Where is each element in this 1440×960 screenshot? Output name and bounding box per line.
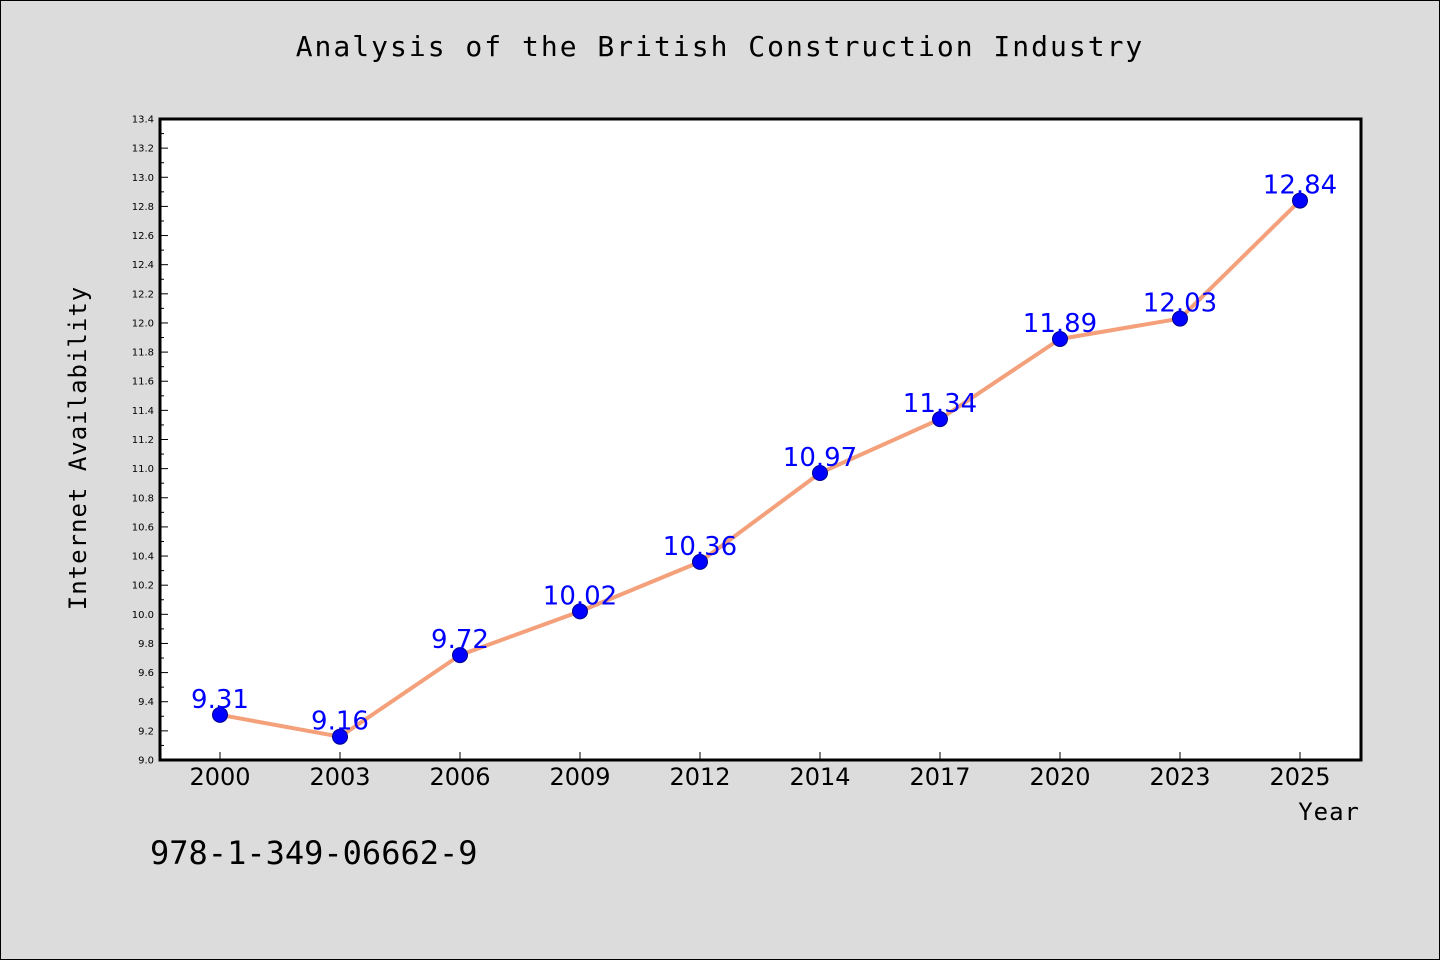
x-tick-label: 2020 xyxy=(1029,763,1090,791)
data-label: 11.89 xyxy=(1023,309,1097,339)
series-line xyxy=(219,199,1302,739)
data-label: 12.03 xyxy=(1143,289,1217,319)
y-tick-label: 10.2 xyxy=(132,581,154,592)
y-tick-label: 12.6 xyxy=(132,231,154,242)
data-point xyxy=(812,465,828,482)
y-tick-label: 10.4 xyxy=(132,552,154,563)
data-point xyxy=(452,647,468,664)
y-tick-label: 13.2 xyxy=(132,144,154,155)
y-tick-label: 9.4 xyxy=(138,697,154,708)
data-label: 11.34 xyxy=(903,389,977,419)
x-tick-label: 2023 xyxy=(1149,763,1210,791)
x-axis: 2000 2003 2006 2009 2012 2014 2017 2020 2023 2025 xyxy=(189,752,1331,791)
plot-area xyxy=(158,117,1363,762)
y-tick-label: 13.0 xyxy=(132,173,154,184)
x-tick-label: 2012 xyxy=(669,763,730,791)
y-tick-label: 11.2 xyxy=(132,435,154,446)
x-tick-label: 2006 xyxy=(429,763,490,791)
y-tick-label: 12.4 xyxy=(132,260,154,271)
y-tick-label: 10.6 xyxy=(132,522,154,533)
data-point xyxy=(932,411,948,428)
data-point xyxy=(1172,310,1188,327)
data-labels: 9.31 9.16 9.72 10.02 10.36 10.97 11.34 11.89 12.… xyxy=(191,171,1337,737)
y-tick-label: 12.2 xyxy=(132,289,154,300)
y-axis: 9.0 9.2 9.4 9.6 9.8 10.0 10.2 10.4 10.6 10.8 11.0 1… xyxy=(132,115,168,767)
data-point xyxy=(212,706,228,723)
data-label: 12.84 xyxy=(1263,171,1337,201)
x-axis-label: Year xyxy=(1298,798,1360,826)
x-tick-label: 2000 xyxy=(189,763,250,791)
y-tick-label: 11.6 xyxy=(132,377,154,388)
x-tick-label: 2025 xyxy=(1269,763,1330,791)
y-axis-label: Internet Availability xyxy=(64,286,92,610)
y-tick-label: 13.4 xyxy=(132,115,154,126)
data-label: 10.36 xyxy=(663,532,737,562)
y-tick-label: 10.8 xyxy=(132,493,154,504)
series-markers xyxy=(212,192,1308,745)
data-point xyxy=(1292,192,1308,209)
data-point xyxy=(572,603,588,620)
chart-title: Analysis of the British Construction Ind… xyxy=(295,30,1145,63)
y-tick-label: 9.0 xyxy=(138,756,154,767)
y-tick-label: 9.8 xyxy=(138,639,154,650)
y-tick-label: 11.0 xyxy=(132,464,154,475)
y-tick-label: 9.6 xyxy=(138,668,154,679)
data-label: 10.97 xyxy=(783,443,857,473)
data-point xyxy=(332,728,348,745)
x-tick-label: 2014 xyxy=(789,763,850,791)
x-tick-label: 2009 xyxy=(549,763,610,791)
data-point xyxy=(1052,330,1068,347)
x-tick-label: 2003 xyxy=(309,763,370,791)
data-label: 9.31 xyxy=(191,685,249,715)
y-tick-label: 12.8 xyxy=(132,202,154,213)
data-point xyxy=(692,553,708,570)
x-tick-label: 2017 xyxy=(909,763,970,791)
y-tick-label: 10.0 xyxy=(132,610,154,621)
data-label: 9.16 xyxy=(311,707,369,737)
data-label: 9.72 xyxy=(431,625,489,655)
isbn-text: 978-1-349-06662-9 xyxy=(150,834,478,872)
y-tick-label: 11.8 xyxy=(132,348,154,359)
y-tick-label: 9.2 xyxy=(138,726,154,737)
data-label: 10.02 xyxy=(543,581,617,611)
y-tick-label: 12.0 xyxy=(132,318,154,329)
y-tick-label: 11.4 xyxy=(132,406,154,417)
